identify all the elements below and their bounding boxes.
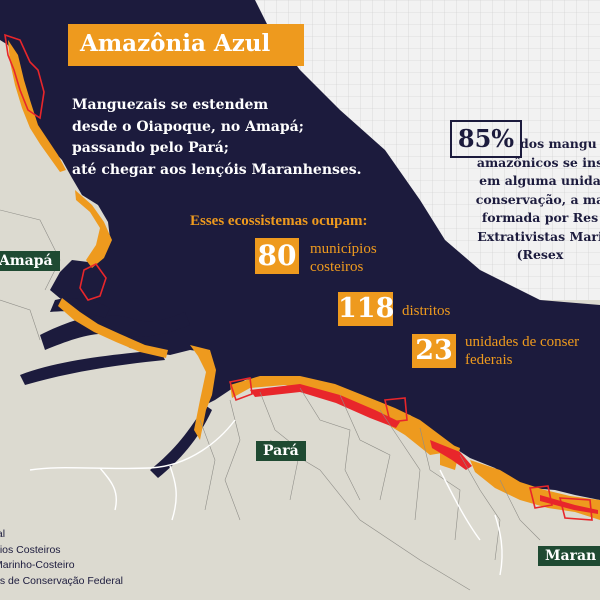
intro-text: Manguezais se estendem desde o Oiapoque,… bbox=[72, 95, 362, 181]
percent-value: 85% bbox=[450, 120, 522, 158]
intro-line: desde o Oiapoque, no Amapá; bbox=[72, 118, 304, 135]
stat-distritos-label: distritos bbox=[402, 302, 450, 320]
stat-label-line: federais bbox=[465, 352, 513, 368]
legend-item: Marinho-Costeiro bbox=[0, 559, 75, 571]
stat-distritos-value: 118 bbox=[338, 292, 395, 326]
ocean-area bbox=[0, 0, 600, 500]
stat-label-line: distritos bbox=[402, 303, 451, 319]
percent-note-line: formada por Res bbox=[481, 210, 599, 225]
region-label-para: Pará bbox=[256, 441, 306, 461]
stat-municipios-value: 80 bbox=[255, 238, 299, 274]
percent-note-line: (Resex bbox=[516, 247, 564, 262]
region-label-maranhao: Maran bbox=[538, 546, 600, 566]
percent-note: dos mangu amazônicos se ins em alguma un… bbox=[440, 135, 600, 265]
stat-municipios-label: municípios costeiros bbox=[310, 240, 377, 276]
legend-item: es de Conservação Federal bbox=[0, 574, 123, 587]
percent-note-line: conservação, a ma bbox=[475, 191, 600, 207]
intro-line: passando pelo Pará; bbox=[72, 140, 229, 156]
stat-label-line: costeiros bbox=[310, 259, 364, 275]
stat-unidades-label: unidades de conser federais bbox=[465, 333, 579, 369]
intro-line: até chegar aos lençóis Maranhenses. bbox=[72, 161, 362, 178]
page-title: Amazônia Azul bbox=[80, 30, 271, 57]
percent-note-line: dos mangu bbox=[520, 136, 597, 151]
percent-note-line: em alguma unida bbox=[479, 173, 600, 188]
title-background bbox=[68, 24, 304, 66]
stat-label-line: municípios bbox=[310, 241, 377, 257]
stat-label-line: unidades de conser bbox=[465, 334, 580, 350]
legend-item: tal bbox=[0, 528, 6, 540]
legend-item: pios Costeiros bbox=[0, 543, 61, 556]
stat-unidades-value: 23 bbox=[412, 334, 456, 368]
ecosystems-heading: Esses ecossistemas ocupam: bbox=[190, 213, 368, 229]
region-label-amapa: Amapá bbox=[0, 251, 60, 271]
intro-line: Manguezais se estendem bbox=[72, 97, 269, 113]
percent-note-line: amazônicos se ins bbox=[476, 154, 600, 170]
percent-note-line: Extrativistas Mari bbox=[477, 228, 600, 244]
map-legend: tal pios Costeiros Marinho-Costeiro es d… bbox=[0, 527, 123, 589]
